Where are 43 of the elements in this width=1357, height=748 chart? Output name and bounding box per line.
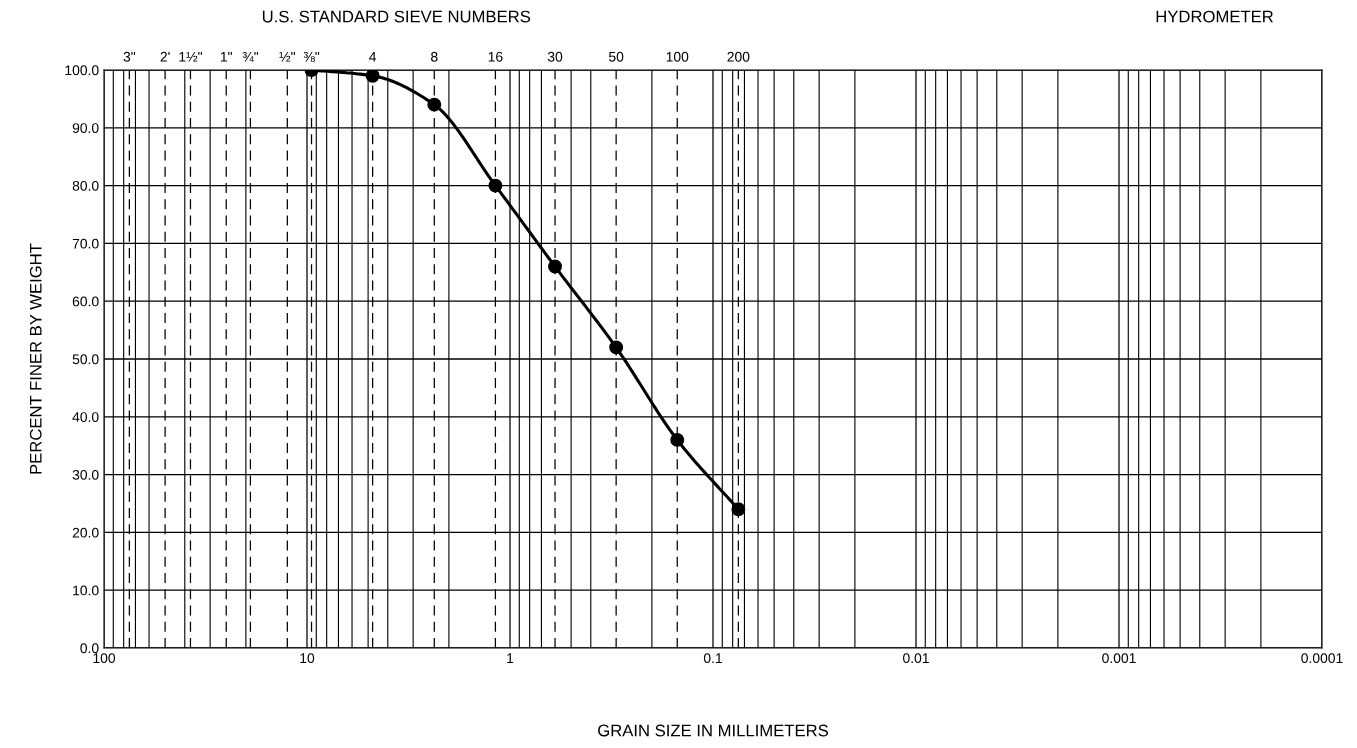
- y-tick-label: 80.0: [72, 180, 99, 191]
- point: [609, 340, 624, 355]
- point: [488, 178, 503, 193]
- annotation: 4: [369, 52, 377, 62]
- annotation: 8: [431, 51, 438, 62]
- point: [548, 259, 562, 274]
- y-tick-label: 40.0: [72, 412, 99, 422]
- annotation: ⅜": [303, 51, 320, 62]
- point: [427, 97, 442, 112]
- x-axis-title: GRAIN SIZE IN MILLIMETERS: [598, 724, 828, 737]
- annotation: 1": [220, 52, 232, 62]
- annotation: 16: [488, 51, 503, 62]
- y-tick-label: 100.0: [65, 65, 99, 76]
- y-tick-label: 90.0: [72, 123, 99, 133]
- annotation: 100: [666, 51, 689, 62]
- x-tick-label: 0.0001: [1301, 653, 1343, 664]
- annotation: 200: [727, 51, 750, 62]
- y-tick-label: 10.0: [73, 585, 99, 596]
- y-axis-title: PERCENT FINER BY WEIGHT: [29, 243, 42, 474]
- y-tick-label: 50.0: [72, 354, 99, 365]
- y-tick-label: 60.0: [72, 296, 99, 307]
- point: [670, 432, 685, 447]
- x-tick-label: 10: [300, 653, 315, 664]
- y-tick-label: 20.0: [72, 527, 99, 538]
- annotation: 2': [160, 51, 170, 62]
- annotation: 50: [608, 51, 624, 62]
- annotation: 1½": [179, 52, 202, 62]
- text: HYDROMETER: [1156, 10, 1273, 23]
- x-tick-label: 0.1: [703, 653, 722, 664]
- annotation: 3": [123, 51, 136, 62]
- text: U.S. STANDARD SIEVE NUMBERS: [262, 10, 531, 23]
- y-tick-label: 0.0: [80, 643, 99, 654]
- x-tick-label: 0.001: [1102, 653, 1136, 664]
- annotation: ¾": [242, 51, 259, 62]
- annotation: 30: [547, 51, 563, 62]
- x-tick-label: 100: [93, 653, 116, 664]
- point: [731, 502, 746, 517]
- x-tick-label: 0.01: [903, 653, 929, 664]
- annotation: ½": [279, 52, 295, 62]
- x-tick-label: 1: [507, 653, 514, 663]
- point: [365, 70, 380, 83]
- y-tick-label: 30.0: [72, 469, 99, 480]
- y-tick-label: 70.0: [72, 238, 99, 249]
